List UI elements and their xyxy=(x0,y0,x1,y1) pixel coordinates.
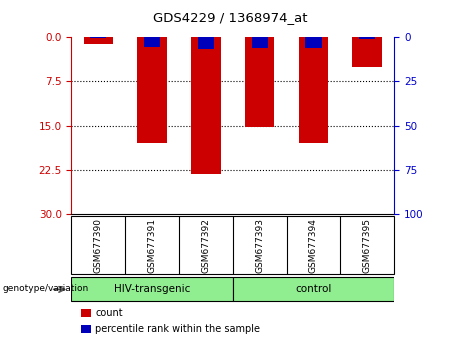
Bar xyxy=(83,37,113,44)
Bar xyxy=(90,37,106,38)
Bar xyxy=(144,37,160,47)
Bar xyxy=(71,216,394,274)
Text: GSM677392: GSM677392 xyxy=(201,218,210,273)
Bar xyxy=(245,37,274,127)
Bar xyxy=(299,37,328,143)
Bar xyxy=(191,37,221,174)
Text: control: control xyxy=(296,284,331,294)
Bar xyxy=(233,278,394,301)
Text: GSM677395: GSM677395 xyxy=(363,218,372,273)
Text: GSM677393: GSM677393 xyxy=(255,218,264,273)
Bar xyxy=(359,37,375,39)
Bar xyxy=(71,278,233,301)
Bar xyxy=(353,37,382,67)
Bar xyxy=(252,37,268,48)
Text: HIV-transgenic: HIV-transgenic xyxy=(114,284,190,294)
Bar xyxy=(137,37,167,143)
Text: genotype/variation: genotype/variation xyxy=(2,284,89,293)
Text: GDS4229 / 1368974_at: GDS4229 / 1368974_at xyxy=(153,11,308,24)
Text: GSM677390: GSM677390 xyxy=(94,218,103,273)
Text: GSM677394: GSM677394 xyxy=(309,218,318,273)
Text: percentile rank within the sample: percentile rank within the sample xyxy=(95,324,260,334)
Bar xyxy=(305,37,322,48)
Text: GSM677391: GSM677391 xyxy=(148,218,157,273)
Bar xyxy=(198,37,214,49)
Text: count: count xyxy=(95,308,123,318)
